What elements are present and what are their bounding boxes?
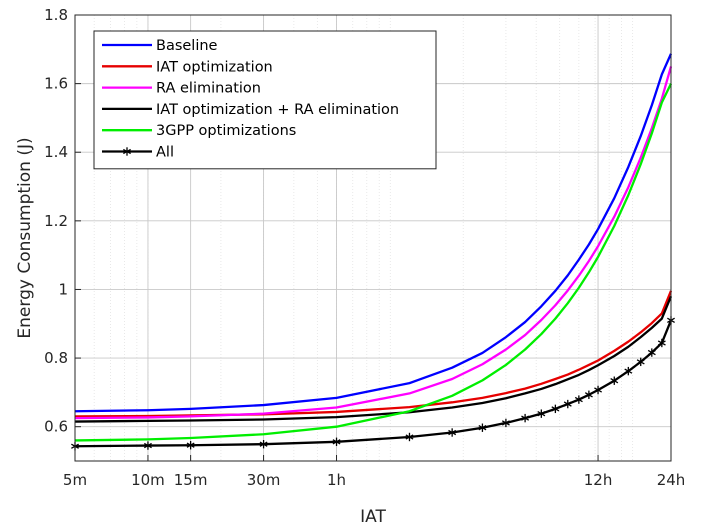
legend-entry-label: All [156,145,174,161]
y-tick-label: 0.8 [44,349,68,367]
legend-entry-label: 3GPP optimizations [156,123,296,139]
asterisk-marker [624,366,633,376]
legend: Baseline IAT optimization RA elimination IA… [93,30,437,170]
x-tick-label: 24h [657,471,686,489]
y-tick-label: 1 [58,280,68,298]
y-tick-label: 1.8 [44,6,68,24]
asterisk-marker [521,413,530,423]
asterisk-marker [478,423,487,432]
asterisk-marker [610,376,619,385]
series-lines [71,53,675,451]
x-tick-label: 30m [247,471,281,489]
asterisk-marker [501,418,510,428]
series-line-baseline [74,53,673,413]
asterisk-marker [332,437,341,446]
asterisk-marker [259,439,268,449]
asterisk-marker [448,428,457,437]
asterisk-marker [186,441,195,450]
y-axis-label: Energy Consumption (J) [15,137,35,338]
legend-entry-label: IAT optimization + RA elimination [156,102,399,118]
asterisk-marker [636,357,645,367]
asterisk-marker [123,147,131,156]
axis-ticks: 5m 10m 15m 30m 1h 12h 24h 0.6 0.8 1 1.2 1.4 1.6 1.8 [44,6,685,489]
asterisk-marker [584,390,593,399]
x-tick-label: 15m [174,471,208,489]
x-tick-label: 10m [131,471,165,489]
x-tick-label: 1h [327,471,346,489]
asterisk-marker [143,441,152,450]
asterisk-marker [537,409,546,418]
series-line-iat-optimization-ra-elimination [74,295,673,423]
series-line-all [74,319,673,448]
asterisk-marker [405,432,414,442]
legend-entry-label: RA elimination [156,81,261,97]
asterisk-marker [657,338,666,348]
asterisk-marker [647,348,656,357]
series-line-ra-elimination [74,66,673,420]
asterisk-marker [551,404,560,414]
legend-entry-label: Baseline [156,38,218,54]
series-line-3gpp-optimizations [74,83,673,442]
asterisk-marker [594,385,603,395]
series-line-iat-optimization [74,290,673,418]
y-tick-label: 1.6 [44,75,68,93]
x-axis-label: IAT [360,507,386,527]
y-tick-label: 0.6 [44,418,68,436]
plot-area-frame [74,14,672,462]
x-tick-label: 12h [584,471,613,489]
legend-entry-label: IAT optimization [156,59,273,75]
y-tick-label: 1.4 [44,143,68,161]
asterisk-marker [574,395,583,404]
legend-box [93,30,437,170]
x-tick-label: 5m [63,471,87,489]
asterisk-marker [563,399,572,409]
y-tick-label: 1.2 [44,212,68,230]
